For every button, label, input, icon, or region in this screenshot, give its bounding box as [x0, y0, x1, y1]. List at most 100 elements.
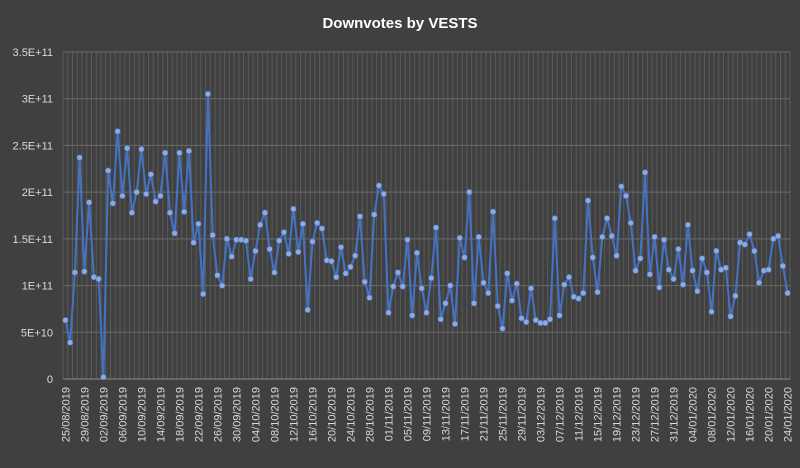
data-point [399, 283, 406, 290]
data-point [152, 198, 159, 205]
data-point [162, 149, 169, 156]
data-point [698, 255, 706, 262]
data-point [71, 269, 78, 276]
data-point [124, 145, 131, 152]
data-point [219, 282, 226, 289]
data-point [67, 339, 74, 346]
data-point [618, 183, 625, 190]
data-point [561, 281, 568, 288]
x-tick-label: 24/10/2019 [345, 387, 357, 442]
data-point [627, 219, 634, 227]
data-point [784, 289, 791, 297]
data-point [314, 219, 321, 227]
data-point [770, 235, 777, 242]
data-point [575, 295, 582, 302]
data-point [480, 279, 487, 286]
x-tick-label: 17/11/2019 [460, 387, 472, 441]
data-point [371, 211, 378, 218]
y-tick-label: 3.5E+11 [13, 47, 53, 59]
data-point [337, 244, 345, 251]
data-point [309, 238, 316, 245]
data-point [542, 319, 549, 327]
x-tick-label: 04/01/2020 [688, 387, 700, 442]
data-point [147, 171, 155, 178]
x-tick-label: 10/09/2019 [136, 387, 148, 442]
data-point [304, 306, 311, 313]
x-tick-label: 28/10/2019 [364, 387, 376, 442]
data-point [613, 252, 620, 259]
data-point [565, 274, 573, 281]
data-point [599, 233, 606, 241]
data-point [413, 249, 421, 256]
x-tick-label: 24/01/2020 [783, 387, 795, 442]
data-point [242, 237, 250, 244]
data-point [508, 297, 516, 304]
x-tick-label: 11/12/2019 [574, 387, 586, 441]
x-tick-label: 27/12/2019 [650, 387, 662, 442]
data-point [494, 303, 501, 310]
data-point [499, 325, 506, 332]
data-point [266, 246, 273, 253]
data-point [105, 167, 112, 174]
axis-labels: 0 5E+10 1E+11 1.5E+11 2E+11 2.5E+11 3E+11 3.5E+… [13, 47, 795, 442]
data-point [114, 128, 121, 135]
data-point [366, 294, 373, 301]
data-point [532, 317, 539, 324]
x-tick-label: 31/12/2019 [669, 387, 681, 442]
data-point [660, 236, 668, 243]
data-point [741, 241, 748, 248]
data-point [271, 269, 278, 276]
x-tick-label: 21/11/2019 [479, 387, 491, 441]
y-tick-label: 3E+11 [22, 94, 53, 106]
data-point [394, 269, 402, 276]
data-point [489, 208, 497, 215]
y-tick-label: 1.5E+11 [13, 234, 53, 246]
data-point [143, 190, 150, 198]
data-point [204, 90, 212, 98]
data-point [285, 250, 292, 257]
data-point [694, 288, 701, 295]
data-point [746, 231, 753, 238]
x-tick-label: 12/01/2020 [726, 387, 738, 442]
data-point [428, 275, 435, 282]
data-point [632, 267, 639, 274]
data-point [295, 248, 302, 256]
data-point [418, 285, 425, 292]
data-point [280, 229, 288, 236]
data-point [722, 264, 729, 271]
data-point [689, 267, 696, 274]
data-point [775, 232, 782, 240]
y-tick-label: 1E+11 [22, 281, 53, 293]
data-point [637, 255, 644, 262]
data-point [223, 235, 231, 242]
data-point [390, 283, 397, 290]
data-point [423, 309, 430, 316]
data-point [646, 271, 653, 278]
data-point [551, 215, 558, 222]
x-tick-label: 30/09/2019 [231, 387, 243, 442]
data-point [504, 270, 511, 277]
x-tick-label: 07/12/2019 [555, 387, 567, 442]
data-point [442, 300, 449, 307]
data-point [713, 247, 720, 255]
x-tick-label: 08/10/2019 [269, 387, 281, 442]
y-tick-label: 0 [47, 374, 53, 386]
x-tick-label: 25/08/2019 [60, 387, 72, 442]
data-point [485, 289, 492, 297]
data-point [470, 300, 478, 307]
data-point [380, 190, 387, 198]
data-point [128, 209, 135, 216]
data-point [200, 290, 207, 298]
data-point [675, 246, 682, 253]
data-point [751, 247, 758, 255]
data-point [656, 284, 663, 291]
data-point [138, 146, 145, 153]
x-tick-label: 06/09/2019 [117, 387, 129, 442]
x-tick-label: 23/12/2019 [631, 387, 643, 442]
x-tick-label: 16/10/2019 [307, 387, 319, 442]
data-point [451, 320, 459, 327]
x-tick-label: 20/10/2019 [326, 387, 338, 442]
data-point [527, 285, 535, 292]
